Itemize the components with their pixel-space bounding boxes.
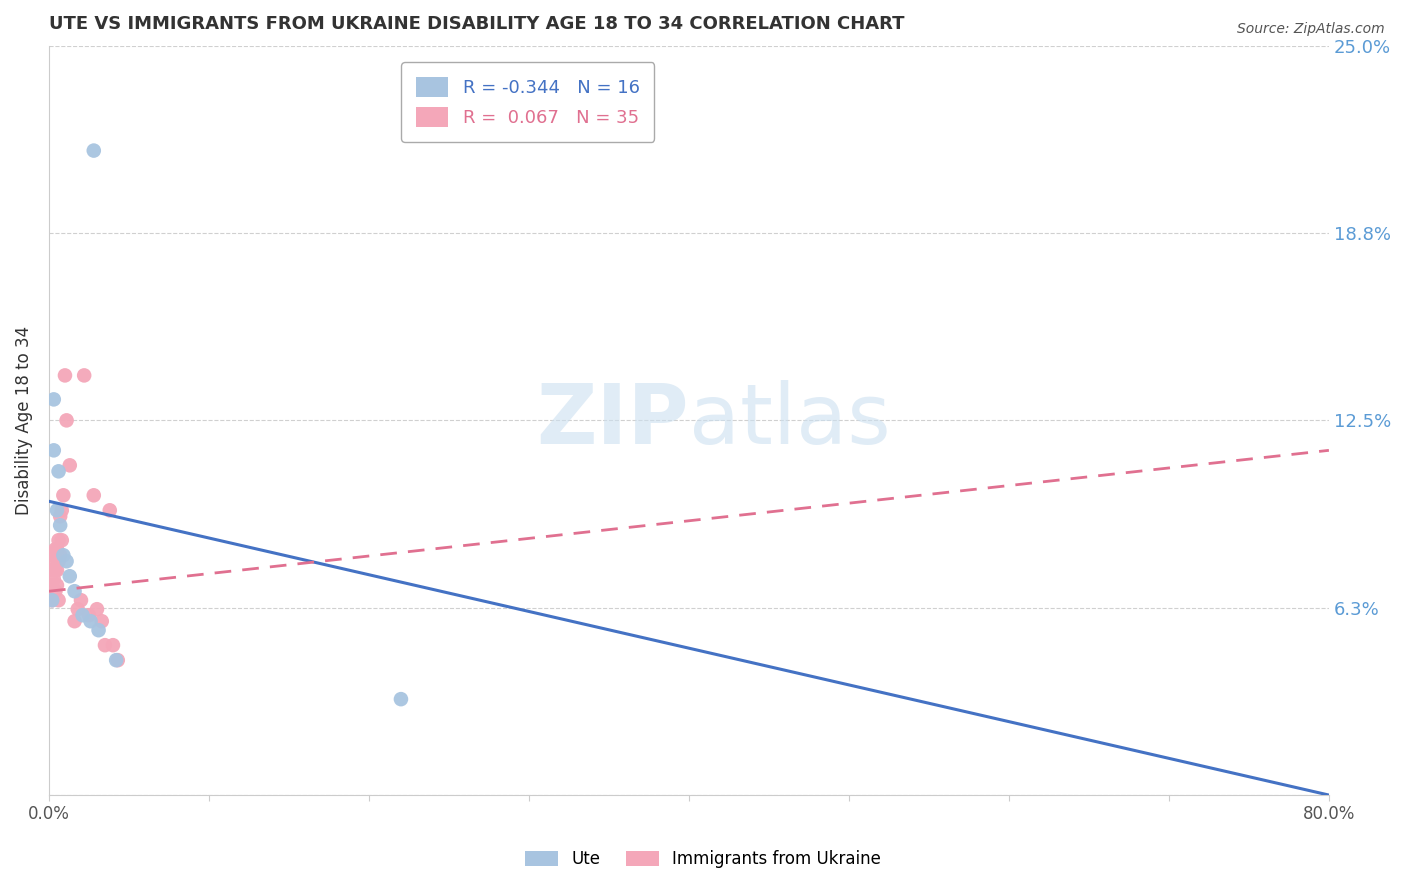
Point: [79, 614, 101, 628]
Point: [51, 533, 73, 548]
Point: [48, 593, 70, 607]
Point: [83, 144, 105, 158]
Point: [51, 503, 73, 517]
Point: [46, 542, 69, 557]
Point: [94, 638, 117, 652]
Point: [77, 608, 100, 623]
Legend: Ute, Immigrants from Ukraine: Ute, Immigrants from Ukraine: [519, 844, 887, 875]
Point: [70, 593, 93, 607]
Point: [66, 602, 89, 616]
Point: [389, 692, 412, 706]
Point: [46, 563, 69, 577]
Point: [49, 518, 72, 533]
Point: [41, 563, 63, 577]
Point: [44, 542, 66, 557]
Point: [59, 569, 82, 583]
Point: [42, 554, 65, 568]
Point: [55, 554, 77, 568]
Point: [48, 533, 70, 548]
Point: [101, 638, 124, 652]
Point: [63, 584, 86, 599]
Point: [42, 572, 65, 586]
Text: ZIP: ZIP: [537, 380, 689, 461]
Point: [46, 578, 69, 592]
Point: [72, 608, 94, 623]
Point: [107, 653, 129, 667]
Point: [52, 548, 75, 562]
Point: [44, 563, 66, 577]
Point: [41, 593, 63, 607]
Point: [73, 368, 96, 383]
Point: [86, 602, 108, 616]
Point: [105, 653, 128, 667]
Point: [49, 548, 72, 562]
Y-axis label: Disability Age 18 to 34: Disability Age 18 to 34: [15, 326, 32, 515]
Point: [42, 443, 65, 458]
Point: [53, 368, 76, 383]
Point: [55, 413, 77, 427]
Text: atlas: atlas: [689, 380, 890, 461]
Legend: R = -0.344   N = 16, R =  0.067   N = 35: R = -0.344 N = 16, R = 0.067 N = 35: [402, 62, 654, 142]
Point: [52, 488, 75, 502]
Point: [83, 488, 105, 502]
Text: Source: ZipAtlas.com: Source: ZipAtlas.com: [1237, 22, 1385, 37]
Point: [42, 392, 65, 407]
Text: UTE VS IMMIGRANTS FROM UKRAINE DISABILITY AGE 18 TO 34 CORRELATION CHART: UTE VS IMMIGRANTS FROM UKRAINE DISABILIT…: [49, 15, 904, 33]
Point: [87, 623, 110, 637]
Point: [46, 503, 69, 517]
Point: [63, 614, 86, 628]
Point: [41, 578, 63, 592]
Point: [49, 509, 72, 524]
Point: [48, 464, 70, 478]
Point: [41, 593, 63, 607]
Point: [98, 503, 121, 517]
Point: [90, 614, 112, 628]
Point: [48, 554, 70, 568]
Point: [44, 584, 66, 599]
Point: [41, 548, 63, 562]
Point: [59, 458, 82, 473]
